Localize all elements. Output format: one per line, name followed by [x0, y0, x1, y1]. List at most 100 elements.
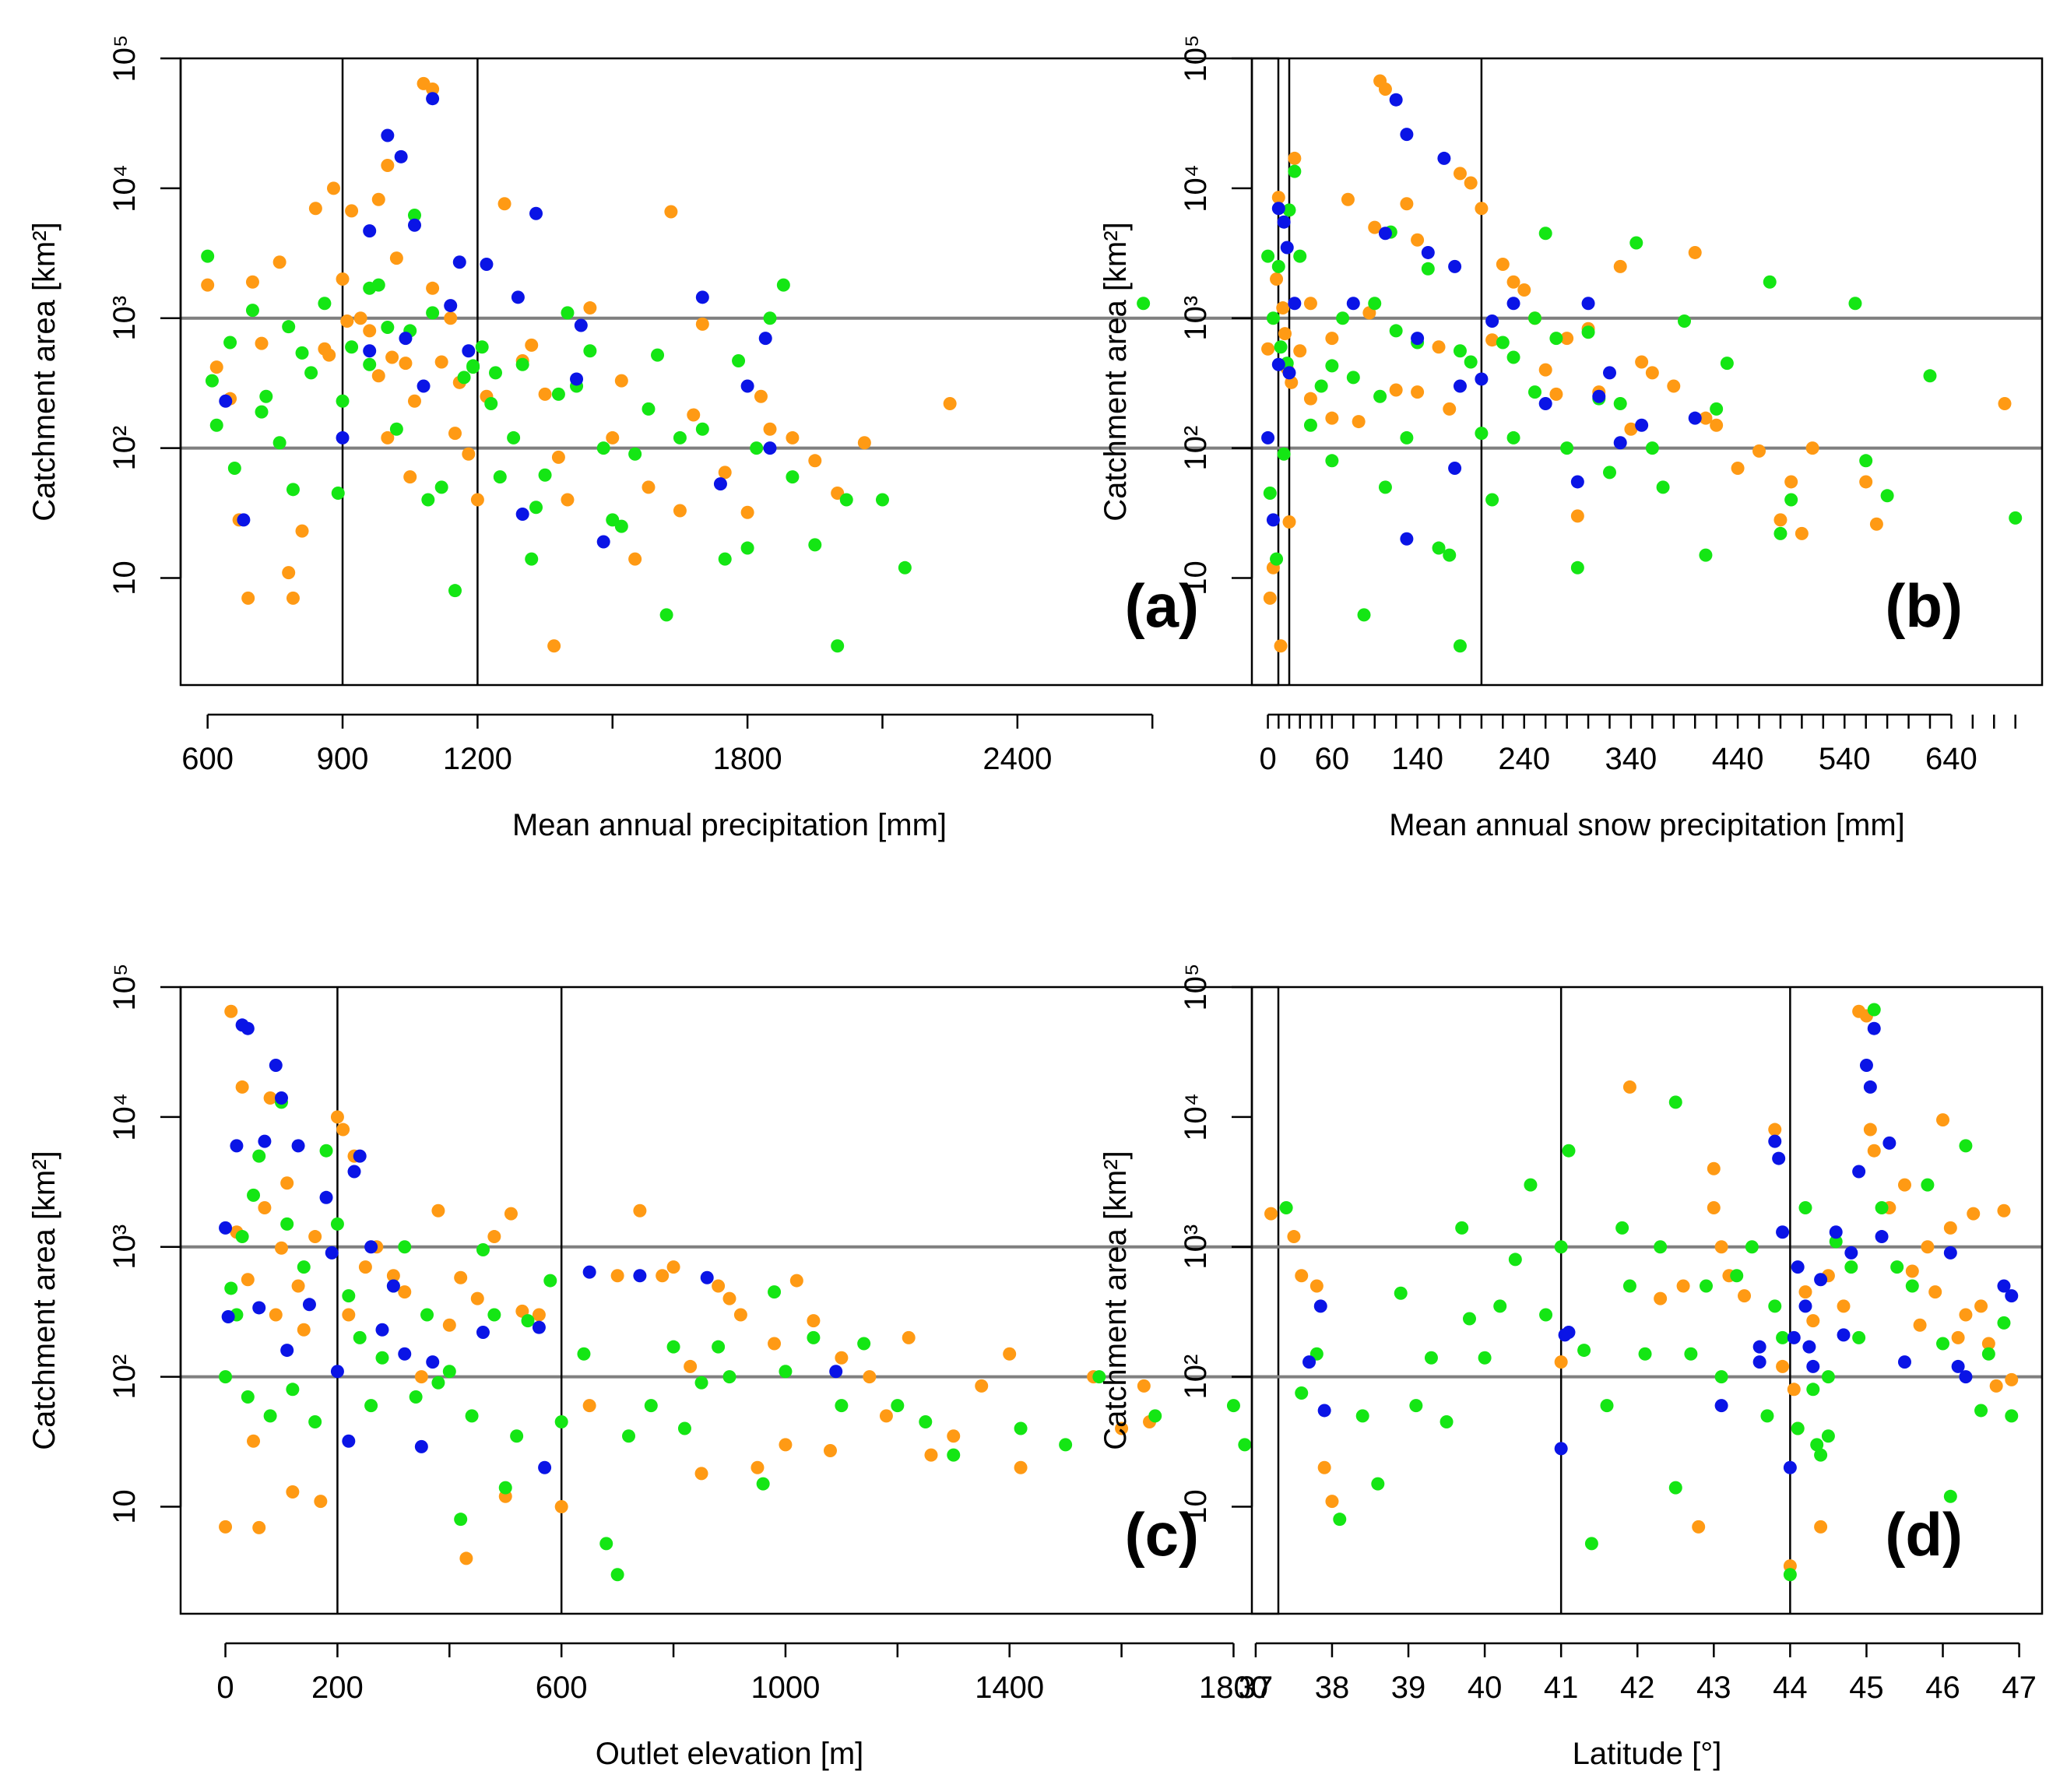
data-point-green: [1684, 1347, 1698, 1361]
data-point-orange: [241, 1273, 255, 1287]
data-point-blue: [363, 224, 377, 238]
data-point-green: [1226, 1399, 1240, 1413]
data-point-blue: [1271, 202, 1285, 216]
data-point-blue: [1302, 1355, 1316, 1369]
x-tick-label: 41: [1544, 1671, 1579, 1705]
data-point-green: [421, 493, 435, 507]
data-point-blue: [1875, 1230, 1889, 1244]
data-point-orange: [1624, 422, 1638, 436]
data-point-orange: [1676, 1279, 1690, 1293]
data-point-orange: [454, 1270, 468, 1284]
data-point-green: [1814, 1448, 1828, 1462]
data-point-blue: [230, 1139, 244, 1153]
data-point-blue: [480, 258, 494, 272]
data-point-orange: [1443, 402, 1457, 416]
data-point-orange: [487, 1230, 501, 1244]
data-point-green: [891, 1399, 905, 1413]
data-point-blue: [529, 206, 543, 220]
data-point-orange: [1278, 327, 1292, 341]
data-point-orange: [1951, 1330, 1965, 1344]
data-point-green: [336, 394, 350, 408]
data-point-orange: [1981, 1337, 1995, 1351]
data-point-orange: [224, 1004, 238, 1018]
data-point-orange: [470, 1291, 484, 1305]
data-point-orange: [1261, 342, 1275, 356]
data-point-blue: [1787, 1330, 1801, 1344]
data-point-blue: [1943, 1246, 1957, 1260]
data-point-green: [768, 1285, 782, 1299]
data-point-green: [1678, 314, 1692, 328]
x-tick-label: 60: [1315, 742, 1350, 776]
data-point-orange: [1897, 1178, 1911, 1192]
data-point-orange: [286, 591, 300, 605]
data-point-orange: [1974, 1299, 1988, 1313]
data-point-green: [1496, 336, 1510, 350]
y-tick-label: 10: [107, 560, 142, 596]
data-point-orange: [426, 281, 440, 295]
data-point-blue: [574, 318, 588, 332]
data-point-green: [1974, 1404, 1988, 1418]
data-point-green: [1981, 1347, 1995, 1361]
data-point-green: [1443, 548, 1457, 562]
data-point-blue: [1852, 1165, 1866, 1179]
data-point-green: [389, 422, 403, 436]
data-point-orange: [754, 389, 768, 403]
data-point-blue: [399, 332, 413, 346]
data-point-orange: [1554, 1355, 1568, 1369]
data-point-blue: [342, 1434, 356, 1448]
data-point-orange: [442, 1318, 456, 1332]
data-point-green: [1346, 371, 1360, 385]
data-point-blue: [386, 1279, 400, 1293]
data-point-orange: [975, 1379, 989, 1393]
data-point-orange: [1738, 1289, 1752, 1303]
data-point-orange: [1287, 1230, 1301, 1244]
panel-c: 0 200 600 1000 1400 1800 10 10² 10³ 10⁴ 10⁵ Catchm…: [27, 963, 1280, 1771]
data-point-green: [223, 336, 237, 350]
data-point-green: [1791, 1421, 1805, 1435]
data-point-orange: [695, 317, 709, 331]
data-point-orange: [1271, 191, 1285, 205]
data-point-green: [1821, 1370, 1835, 1384]
data-point-blue: [1448, 259, 1462, 273]
data-point-orange: [924, 1448, 938, 1462]
data-point-blue: [570, 372, 584, 386]
data-point-green: [1424, 1351, 1438, 1365]
panel-label: (a): [1125, 571, 1199, 640]
data-point-green: [673, 430, 687, 444]
data-point-green: [1263, 487, 1277, 501]
data-point-orange: [245, 275, 259, 289]
y-axis-title: Catchment area [km²]: [1099, 222, 1133, 522]
data-point-blue: [462, 344, 476, 358]
data-point-green: [1936, 1337, 1950, 1351]
data-point-green: [224, 1281, 238, 1295]
data-point-orange: [272, 255, 286, 269]
data-point-green: [515, 357, 529, 371]
data-point-green: [1137, 297, 1151, 311]
y-tick-label: 10: [107, 1489, 142, 1524]
data-point-orange: [459, 1551, 473, 1565]
data-point-green: [1875, 1201, 1889, 1215]
data-point-orange: [1967, 1207, 1981, 1221]
data-point-green: [245, 304, 259, 318]
data-point-green: [1798, 1201, 1812, 1215]
data-point-green: [247, 1188, 261, 1202]
data-point-orange: [628, 552, 642, 566]
data-point-orange: [1699, 411, 1713, 425]
data-point-orange: [371, 369, 385, 383]
data-point-green: [398, 1240, 412, 1254]
data-point-orange: [314, 1495, 328, 1509]
data-point-orange: [1432, 340, 1446, 354]
data-point-blue: [700, 1270, 714, 1284]
data-point-green: [353, 1330, 367, 1344]
data-point-orange: [322, 348, 336, 362]
data-point-orange: [497, 197, 511, 211]
data-point-green: [1288, 164, 1302, 178]
y-tick-label: 10⁵: [107, 34, 142, 82]
data-point-green: [457, 371, 471, 385]
data-point-blue: [414, 1439, 428, 1453]
data-point-orange: [426, 82, 440, 96]
y-tick-label: 10: [1179, 560, 1213, 596]
data-point-green: [342, 1289, 356, 1303]
x-tick-label: 600: [181, 742, 234, 776]
data-point-green: [475, 340, 489, 354]
